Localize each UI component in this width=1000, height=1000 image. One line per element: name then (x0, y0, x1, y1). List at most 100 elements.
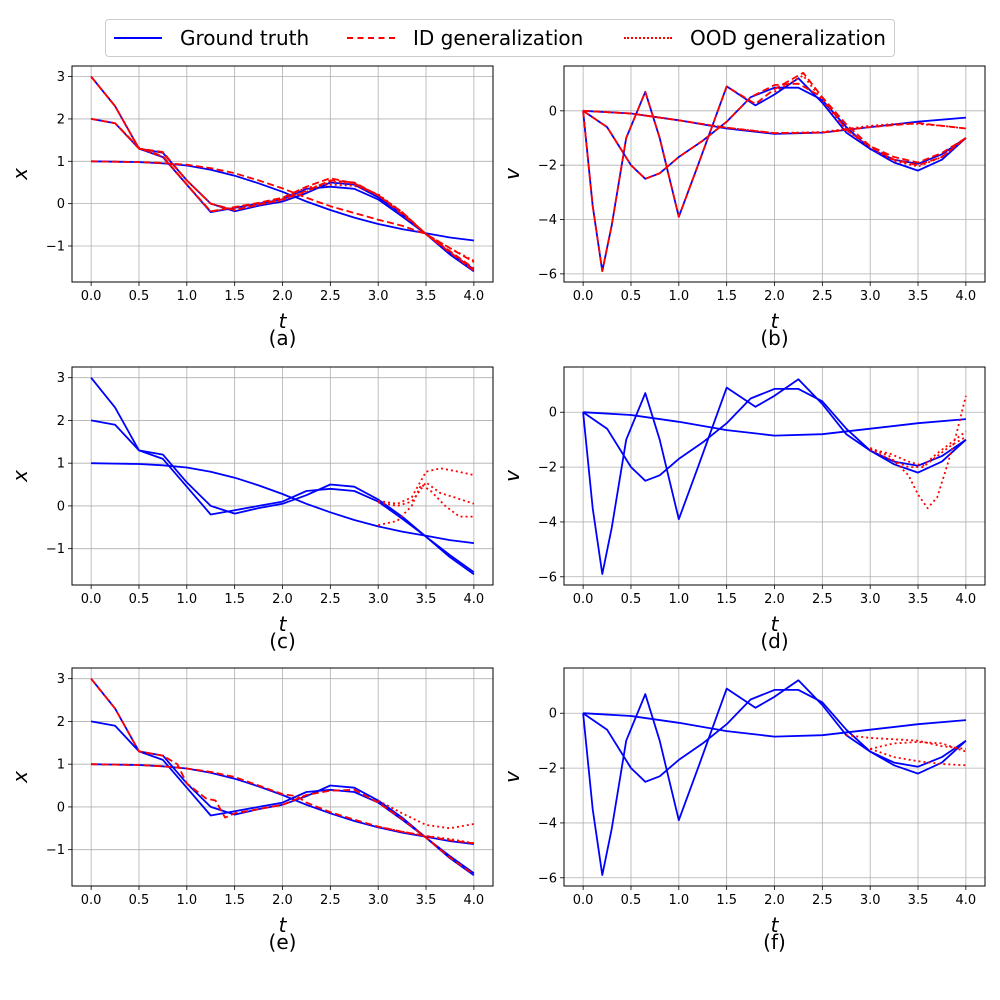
tick-label-y: −6 (538, 871, 557, 886)
tick-label-x: 2.0 (272, 592, 293, 607)
x-axis-label: t (771, 309, 780, 333)
tick-label-y: −2 (538, 159, 557, 174)
tick-label-x: 0.0 (573, 893, 594, 908)
tick-label-x: 3.0 (860, 592, 881, 607)
x-axis-label: t (771, 612, 780, 636)
series-line-dotted (90, 118, 475, 262)
tick-label-x: 1.5 (716, 289, 737, 304)
tick-label-y: 0 (549, 104, 557, 119)
tick-label-x: 2.5 (320, 893, 341, 908)
series-group (90, 377, 475, 576)
tick-label-x: 1.5 (224, 893, 245, 908)
series-line-dotted (583, 109, 967, 134)
tick-label-x: 3.5 (416, 592, 437, 607)
tick-label-x: 4.0 (464, 592, 485, 607)
legend-item-id: ID generalization (347, 20, 583, 56)
tick-label-x: 1.0 (668, 289, 689, 304)
tick-label-x: 3.0 (860, 289, 881, 304)
tick-label-x: 2.0 (272, 289, 293, 304)
tick-label-x: 1.0 (176, 289, 197, 304)
tick-label-y: 0 (57, 800, 65, 815)
tick-label-x: 3.5 (908, 893, 929, 908)
tick-label-y: 1 (57, 155, 65, 170)
legend-label-ood: OOD generalization (690, 26, 886, 50)
tick-label-x: 3.5 (908, 592, 929, 607)
tick-label-x: 0.5 (129, 289, 150, 304)
tick-label-x: 2.0 (272, 893, 293, 908)
tick-label-x: 2.0 (764, 289, 785, 304)
legend-item-ood: OOD generalization (624, 20, 886, 56)
plot-frame (71, 65, 494, 283)
tick-label-y: 2 (57, 112, 65, 127)
series-line-dotted (869, 395, 967, 510)
tick-label-x: 2.5 (812, 289, 833, 304)
plot-frame (71, 667, 494, 887)
chart-2: 0.0 0.5 1.0 1.5 2.0 2.5 3.0 3.5 4.0 −1 0 1 2 3 t x (c) (8, 366, 494, 653)
tick-label-y: −1 (46, 542, 65, 557)
tick-label-x: 3.5 (416, 893, 437, 908)
y-axis-label: x (8, 168, 32, 181)
panel-label: (d) (760, 629, 788, 653)
series-line-solid (583, 712, 966, 738)
tick-label-x: 0.5 (621, 592, 642, 607)
x-axis-label: t (771, 913, 780, 937)
tick-label-x: 2.5 (320, 289, 341, 304)
tick-label-x: 1.0 (668, 893, 689, 908)
tick-label-y: −6 (538, 570, 557, 585)
tick-label-x: 4.0 (956, 592, 977, 607)
chart-3: 0.0 0.5 1.0 1.5 2.0 2.5 3.0 3.5 4.0 −6 −4 −2 0 t v (d) (500, 366, 986, 653)
series-line-solid (90, 419, 475, 573)
x-axis-label: t (279, 612, 288, 636)
tick-label-x: 0.0 (573, 289, 594, 304)
plot-frame (563, 65, 986, 283)
tick-label-y: 3 (57, 672, 65, 687)
tick-label-y: −4 (538, 515, 557, 530)
tick-label-x: 3.0 (368, 592, 389, 607)
tick-label-x: 1.0 (668, 592, 689, 607)
tick-label-x: 3.0 (368, 289, 389, 304)
tick-label-y: 2 (57, 715, 65, 730)
tick-label-x: 4.0 (464, 289, 485, 304)
tick-label-x: 1.5 (716, 592, 737, 607)
tick-label-y: −2 (538, 461, 557, 476)
series-line-solid (91, 462, 475, 544)
tick-label-x: 0.5 (621, 893, 642, 908)
tick-label-y: 0 (57, 197, 65, 212)
tick-label-x: 2.5 (812, 893, 833, 908)
legend-swatch-solid (114, 37, 162, 39)
chart-5: 0.0 0.5 1.0 1.5 2.0 2.5 3.0 3.5 4.0 −6 −4 −2 0 t v (f) (500, 667, 986, 954)
tick-label-y: −2 (538, 762, 557, 777)
tick-label-y: 3 (57, 70, 65, 85)
tick-label-y: −1 (46, 240, 65, 255)
tick-label-x: 0.0 (81, 893, 102, 908)
tick-label-y: 0 (549, 707, 557, 722)
tick-label-y: −1 (46, 843, 65, 858)
panel-label: (a) (269, 326, 297, 350)
tick-label-x: 3.0 (368, 893, 389, 908)
series-line-dotted (869, 741, 967, 753)
x-axis-label: t (279, 913, 288, 937)
chart-4: 0.0 0.5 1.0 1.5 2.0 2.5 3.0 3.5 4.0 −1 0 1 2 3 t x (e) (8, 667, 494, 954)
series-line-dashed (90, 678, 475, 876)
tick-label-x: 3.5 (416, 289, 437, 304)
tick-label-y: 0 (549, 406, 557, 421)
tick-label-x: 4.0 (464, 893, 485, 908)
tick-label-y: 2 (57, 414, 65, 429)
tick-label-x: 3.0 (860, 893, 881, 908)
series-line-solid (582, 679, 967, 876)
tick-label-x: 1.5 (224, 592, 245, 607)
plot-frame (563, 366, 986, 586)
chart-0: 0.0 0.5 1.0 1.5 2.0 2.5 3.0 3.5 4.0 −1 0 1 2 3 t x (a) (8, 65, 494, 350)
panel-label: (e) (269, 930, 297, 954)
tick-label-x: 1.0 (176, 893, 197, 908)
series-group (90, 76, 475, 273)
tick-label-x: 1.0 (176, 592, 197, 607)
y-axis-label: v (500, 469, 524, 482)
y-axis-label: x (8, 470, 32, 483)
series-line-dashed (582, 82, 967, 180)
tick-label-x: 4.0 (956, 289, 977, 304)
tick-label-x: 1.5 (716, 893, 737, 908)
plot-frame (563, 667, 986, 887)
series-line-dotted (846, 734, 967, 750)
series-group (582, 378, 967, 575)
